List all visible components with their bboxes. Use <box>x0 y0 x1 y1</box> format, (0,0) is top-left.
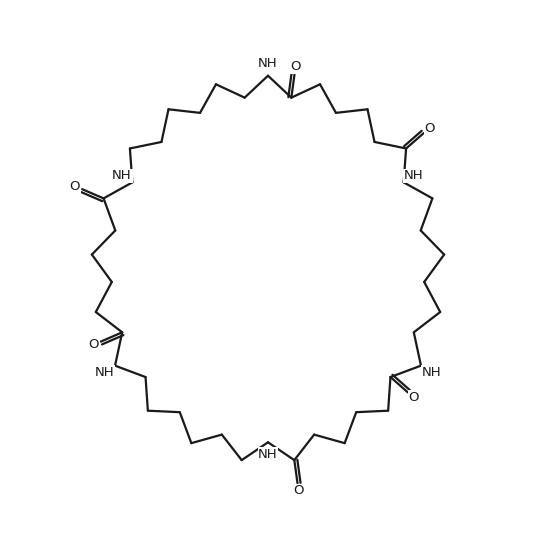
Text: O: O <box>70 180 80 193</box>
Text: O: O <box>291 60 301 73</box>
Text: O: O <box>408 391 419 404</box>
Text: O: O <box>293 484 304 498</box>
Text: NH: NH <box>404 169 424 182</box>
Text: NH: NH <box>258 448 278 461</box>
Text: O: O <box>88 338 99 351</box>
Text: NH: NH <box>421 366 441 379</box>
Text: O: O <box>425 122 435 134</box>
Text: NH: NH <box>95 366 115 379</box>
Text: NH: NH <box>258 57 278 70</box>
Text: NH: NH <box>112 169 132 182</box>
